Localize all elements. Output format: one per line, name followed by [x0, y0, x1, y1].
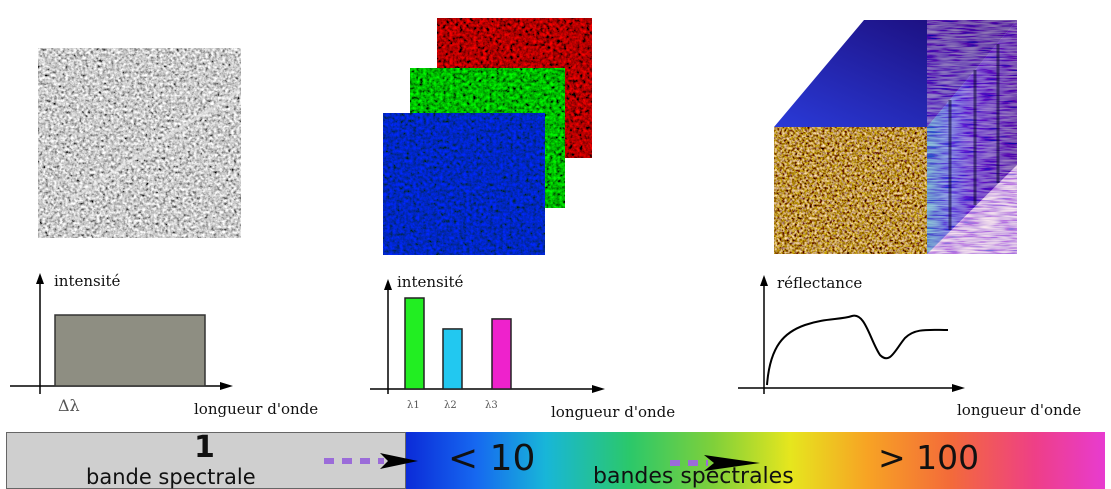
- reflectance-curve: [766, 314, 949, 386]
- count-gt-hundred: > 100: [878, 438, 980, 477]
- lambda-3-label: λ3: [485, 400, 498, 411]
- arrow-1: [324, 453, 418, 469]
- panchromatic-band-rect: [54, 314, 206, 387]
- ylabel-intensity-2: intensité: [397, 273, 464, 291]
- image-row: [38, 18, 1017, 255]
- spectral-band-scale: 1 bande spectrale < 10 bandes spectrales…: [6, 432, 1105, 489]
- panchromatic-image: [38, 48, 241, 238]
- xlabel-wavelength-2: longueur d'onde: [551, 403, 676, 421]
- lambda-2-label: λ2: [444, 400, 457, 411]
- label-single-band: bande spectrale: [86, 465, 256, 489]
- multispectral-stack: [383, 18, 592, 255]
- multi-band-zone: [406, 432, 1105, 489]
- arrow-2: [670, 455, 760, 471]
- xlabel-wavelength-3: longueur d'onde: [957, 401, 1082, 419]
- spectrum-plot-1: [10, 273, 233, 394]
- hyperspectral-cube: [774, 20, 1017, 254]
- band-bar-3: [491, 318, 512, 390]
- band-bar-2: [442, 328, 463, 390]
- spectrum-plot-3: [738, 275, 965, 394]
- count-lt-ten: < 10: [448, 438, 536, 479]
- count-one: 1: [194, 432, 215, 465]
- spectrum-plot-2: [370, 279, 605, 394]
- ylabel-reflectance: réflectance: [777, 274, 863, 292]
- xlabel-wavelength-1: longueur d'onde: [194, 400, 319, 418]
- ylabel-intensity-1: intensité: [54, 272, 121, 290]
- label-multi-bands: bandes spectrales: [593, 464, 794, 489]
- band-width-label: Δλ: [58, 396, 80, 415]
- band-bar-1: [404, 297, 425, 390]
- lambda-1-label: λ1: [407, 400, 420, 411]
